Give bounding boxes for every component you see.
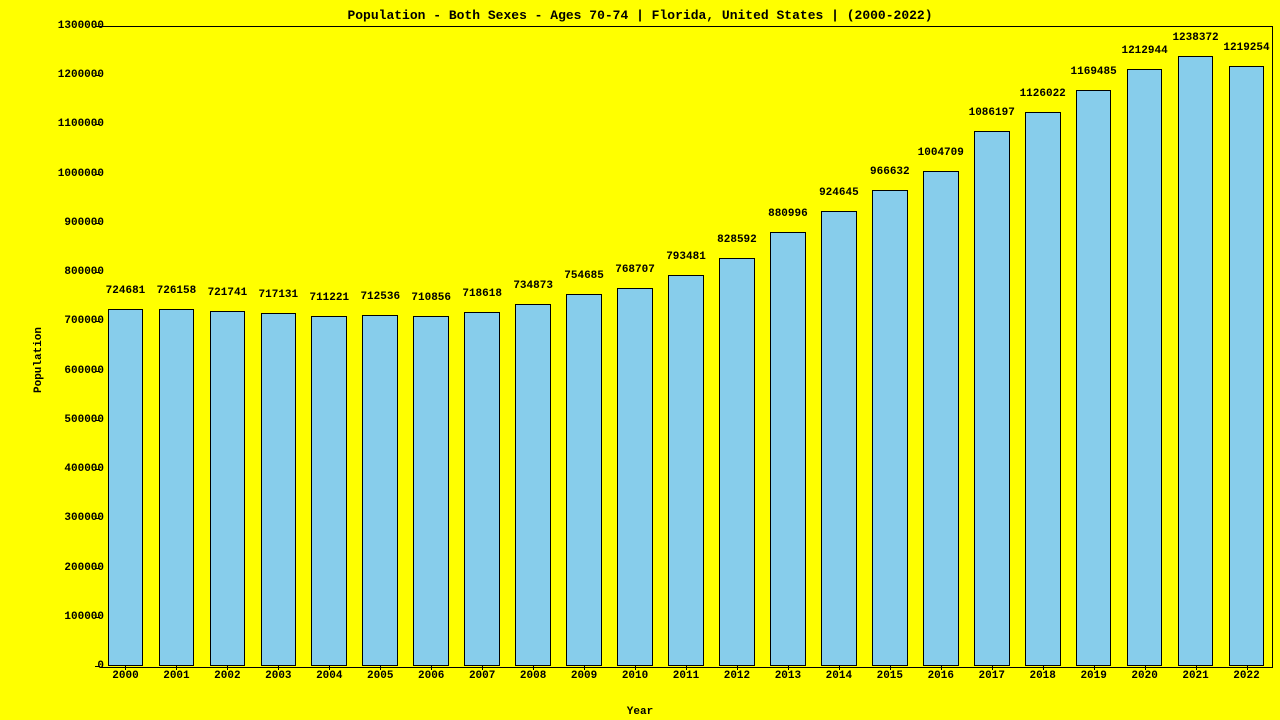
x-tick-mark	[788, 666, 789, 670]
bar-slot: 7934812011	[661, 26, 712, 666]
bar	[617, 288, 653, 666]
bar-slot: 11694852019	[1068, 26, 1119, 666]
bar-slot: 7186182007	[457, 26, 508, 666]
bar-slot: 7348732008	[508, 26, 559, 666]
bar	[1025, 112, 1061, 666]
bar	[210, 311, 246, 666]
bar	[464, 312, 500, 666]
x-tick-mark	[737, 666, 738, 670]
bar-slot: 12383722021	[1170, 26, 1221, 666]
x-tick-mark	[125, 666, 126, 670]
x-tick-label: 2019	[1068, 670, 1119, 682]
x-tick-mark	[1145, 666, 1146, 670]
x-tick-label: 2002	[202, 670, 253, 682]
bar	[311, 316, 347, 666]
bar-slot: 7171312003	[253, 26, 304, 666]
x-tick-label: 2010	[610, 670, 661, 682]
bar-slot: 8809962013	[762, 26, 813, 666]
y-axis-label: Population	[33, 327, 45, 393]
x-tick-mark	[686, 666, 687, 670]
bar-slot: 7108562006	[406, 26, 457, 666]
bar	[770, 232, 806, 666]
bar-slot: 10861972017	[966, 26, 1017, 666]
x-tick-mark	[584, 666, 585, 670]
x-tick-label: 2009	[559, 670, 610, 682]
bar	[159, 309, 195, 666]
x-tick-mark	[635, 666, 636, 670]
x-tick-mark	[1196, 666, 1197, 670]
bar-slot: 9246452014	[813, 26, 864, 666]
x-tick-label: 2017	[966, 670, 1017, 682]
x-tick-label: 2001	[151, 670, 202, 682]
bar-slot: 9666322015	[864, 26, 915, 666]
bar-slot: 7125362005	[355, 26, 406, 666]
x-tick-label: 2005	[355, 670, 406, 682]
bars-container: 7246812000726158200172174120027171312003…	[100, 26, 1272, 666]
x-axis-label: Year	[627, 706, 653, 718]
x-tick-mark	[890, 666, 891, 670]
bar	[719, 258, 755, 666]
bar	[1229, 66, 1265, 666]
x-tick-mark	[431, 666, 432, 670]
x-tick-mark	[941, 666, 942, 670]
bar	[668, 275, 704, 666]
x-tick-label: 2000	[100, 670, 151, 682]
x-tick-label: 2008	[508, 670, 559, 682]
bar-slot: 11260222018	[1017, 26, 1068, 666]
x-tick-mark	[1247, 666, 1248, 670]
bar-slot: 8285922012	[711, 26, 762, 666]
bar	[1178, 56, 1214, 666]
bar-slot: 10047092016	[915, 26, 966, 666]
bar	[362, 315, 398, 666]
x-tick-mark	[329, 666, 330, 670]
bar-slot: 12192542022	[1221, 26, 1272, 666]
x-tick-label: 2007	[457, 670, 508, 682]
x-tick-label: 2011	[661, 670, 712, 682]
y-tick-mark	[95, 666, 100, 667]
x-tick-label: 2004	[304, 670, 355, 682]
x-tick-mark	[482, 666, 483, 670]
x-tick-mark	[839, 666, 840, 670]
x-tick-label: 2016	[915, 670, 966, 682]
bar-slot: 7687072010	[610, 26, 661, 666]
bar-slot: 7261582001	[151, 26, 202, 666]
x-tick-label: 2018	[1017, 670, 1068, 682]
bar-slot: 12129442020	[1119, 26, 1170, 666]
bar	[1076, 90, 1112, 666]
bar	[821, 211, 857, 666]
bar	[261, 313, 297, 666]
bar-slot: 7546852009	[559, 26, 610, 666]
bar	[515, 304, 551, 666]
x-tick-label: 2014	[813, 670, 864, 682]
x-tick-label: 2015	[864, 670, 915, 682]
bar-slot: 7112212004	[304, 26, 355, 666]
x-tick-mark	[992, 666, 993, 670]
bar-slot: 7217412002	[202, 26, 253, 666]
x-tick-label: 2013	[762, 670, 813, 682]
x-tick-label: 2020	[1119, 670, 1170, 682]
x-tick-label: 2006	[406, 670, 457, 682]
bar	[974, 131, 1010, 666]
bar-slot: 7246812000	[100, 26, 151, 666]
bar	[872, 190, 908, 666]
bar	[566, 294, 602, 666]
x-tick-mark	[1094, 666, 1095, 670]
chart-title: Population - Both Sexes - Ages 70-74 | F…	[0, 8, 1280, 23]
x-tick-mark	[278, 666, 279, 670]
x-tick-label: 2012	[711, 670, 762, 682]
bar-value-label: 1219254	[1211, 42, 1280, 54]
x-tick-mark	[176, 666, 177, 670]
x-tick-mark	[533, 666, 534, 670]
x-tick-label: 2022	[1221, 670, 1272, 682]
bar	[1127, 69, 1163, 666]
x-tick-label: 2021	[1170, 670, 1221, 682]
bar	[108, 309, 144, 666]
x-tick-mark	[380, 666, 381, 670]
x-tick-label: 2003	[253, 670, 304, 682]
bar	[923, 171, 959, 666]
x-tick-mark	[1043, 666, 1044, 670]
x-tick-mark	[227, 666, 228, 670]
bar	[413, 316, 449, 666]
